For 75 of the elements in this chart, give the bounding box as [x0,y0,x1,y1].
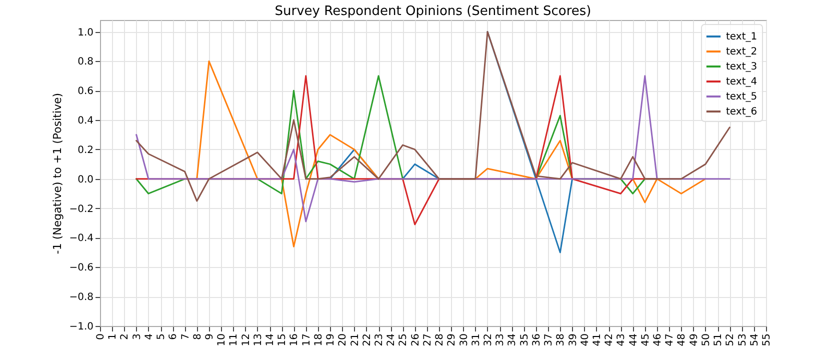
y-tick-label: 0.4 [78,116,94,127]
x-tick-label: 46 [652,334,664,346]
x-tick-label: 38 [556,334,567,346]
y-tick-label: 0.0 [78,174,94,186]
x-tick-label: 1 [108,334,119,340]
x-tick-label: 41 [592,334,603,346]
x-tick-label: 3 [132,334,143,340]
x-tick-label: 8 [192,334,204,340]
x-tick-label: 42 [604,334,616,346]
y-tick-label: 1.0 [78,27,94,38]
x-tick-label: 51 [713,334,724,346]
y-tick-label: 0.8 [78,56,94,68]
y-tick-label: −1.0 [69,322,94,332]
x-tick-label: 54 [749,334,760,346]
x-tick-label: 11 [228,334,240,346]
legend-label: text_5 [726,92,758,102]
x-tick-label: 45 [640,334,652,346]
x-tick-label: 19 [326,334,337,346]
x-tick-label: 49 [688,334,700,346]
y-tick-label: −0.8 [69,292,94,304]
x-tick-label: 50 [700,334,712,346]
legend-label: text_6 [726,106,758,118]
x-tick-label: 39 [568,334,579,346]
x-tick-label: 15 [277,334,288,346]
x-tick-label: 20 [338,334,349,346]
y-tick-label: 0.6 [78,86,94,98]
x-tick-label: 7 [180,334,192,340]
x-tick-label: 18 [313,334,324,346]
x-tick-label: 25 [398,334,410,346]
x-tick-label: 34 [507,334,518,346]
x-tick-label: 28 [434,334,446,346]
x-tick-label: 37 [544,334,555,346]
x-tick-label: 24 [386,334,398,346]
chart-title: Survey Respondent Opinions (Sentiment Scores) [274,4,592,19]
x-tick-label: 6 [168,334,180,340]
x-tick-label: 32 [482,334,494,346]
x-tick-label: 5 [156,334,168,340]
legend-label: text_4 [726,76,758,88]
x-tick-label: 13 [252,334,264,346]
x-tick-label: 14 [265,334,276,346]
x-tick-label: 9 [204,334,216,340]
x-tick-label: 16 [289,334,300,346]
legend-label: text_1 [726,32,758,42]
x-tick-label: 30 [458,334,470,346]
x-tick-label: 36 [531,334,542,346]
legend-label: text_3 [726,62,758,72]
x-tick-label: 40 [580,334,591,346]
y-tick-label: −0.6 [69,262,94,274]
x-tick-label: 27 [422,334,434,346]
x-tick-label: 33 [495,334,506,346]
legend-label: text_2 [726,46,758,58]
x-tick-label: 31 [470,334,482,346]
x-tick-label: 43 [616,334,628,346]
x-tick-label: 4 [144,334,155,340]
x-tick-label: 55 [762,334,772,346]
x-tick-label: 52 [725,334,736,346]
x-tick-label: 10 [216,334,228,346]
y-tick-label: 0.2 [78,144,94,156]
y-tick-label: −0.2 [69,204,94,215]
x-tick-label: 17 [301,334,312,346]
y-tick-label: −0.4 [69,233,94,244]
x-tick-label: 35 [519,334,530,346]
x-tick-label: 48 [676,334,688,346]
x-tick-label: 26 [410,334,422,346]
x-tick-label: 23 [374,334,386,346]
x-tick-label: 44 [628,334,640,346]
x-tick-label: 12 [240,334,252,346]
y-axis-title: -1 (Negative) to +1 (Positive) [51,92,64,254]
x-tick-label: 2 [120,334,131,340]
x-tick-label: 53 [737,334,748,346]
x-tick-label: 29 [446,334,458,346]
x-tick-label: 21 [350,334,361,346]
x-tick-label: 0 [96,334,106,340]
x-tick-label: 47 [664,334,676,346]
x-tick-label: 22 [362,334,373,346]
